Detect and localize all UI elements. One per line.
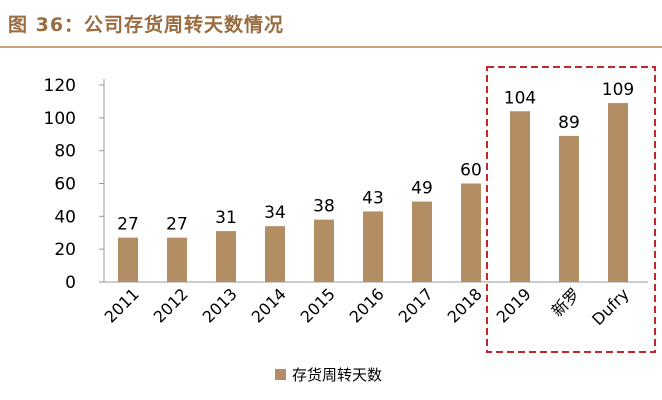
data-label: 27 [117, 215, 139, 235]
x-tick-label: 2014 [248, 284, 290, 326]
figure-title: 图 36：公司存货周转天数情况 [8, 14, 285, 36]
y-tick-label: 0 [65, 273, 76, 293]
bar [461, 183, 481, 282]
y-tick-label: 20 [54, 240, 76, 260]
x-tick-label: Dufry [588, 284, 633, 329]
bar [363, 211, 383, 282]
y-tick-label: 40 [54, 207, 76, 227]
bar [608, 103, 628, 282]
legend: 存货周转天数 [275, 366, 382, 384]
data-label: 104 [504, 88, 536, 108]
data-label: 89 [558, 113, 580, 133]
bar [265, 226, 285, 282]
x-tick-label: 2013 [199, 284, 241, 326]
legend-label: 存货周转天数 [292, 366, 382, 384]
bars [118, 103, 628, 283]
y-tick-label: 60 [54, 175, 76, 195]
value-labels: 27 27 31 34 38 43 49 60 104 89 109 [117, 80, 634, 235]
bar [167, 237, 187, 282]
bar [412, 201, 432, 282]
data-label: 31 [215, 208, 237, 228]
y-tick-label: 120 [44, 76, 76, 96]
y-tick-label: 80 [54, 142, 76, 162]
bar [118, 237, 138, 282]
title-rule [0, 46, 662, 48]
x-axis: 2011 2012 2013 2014 2015 2016 2017 2018 2019 新罗 Du… [101, 281, 648, 329]
x-tick-label: 2012 [150, 284, 192, 326]
data-label: 34 [264, 203, 286, 223]
bar [559, 135, 579, 282]
x-tick-label: 2019 [493, 284, 535, 326]
data-label: 43 [362, 188, 384, 208]
data-label: 60 [460, 161, 482, 181]
data-label: 49 [411, 179, 433, 199]
y-axis: 0 20 40 60 80 100 120 [44, 76, 105, 293]
data-label: 27 [166, 215, 188, 235]
data-label: 109 [602, 80, 634, 100]
highlight-box [486, 66, 656, 353]
x-tick-label: 2011 [101, 284, 143, 326]
x-tick-label: 2016 [346, 284, 388, 326]
x-tick-label: 2018 [444, 284, 486, 326]
x-tick-label: 2015 [297, 284, 339, 326]
data-label: 38 [313, 197, 335, 217]
legend-swatch [275, 369, 286, 380]
y-tick-label: 100 [44, 109, 76, 129]
bar [314, 219, 334, 282]
highlight-rect [486, 66, 656, 353]
bar [510, 111, 530, 283]
bar [216, 231, 236, 282]
x-tick-label: 新罗 [548, 284, 584, 320]
x-tick-label: 2017 [395, 284, 437, 326]
